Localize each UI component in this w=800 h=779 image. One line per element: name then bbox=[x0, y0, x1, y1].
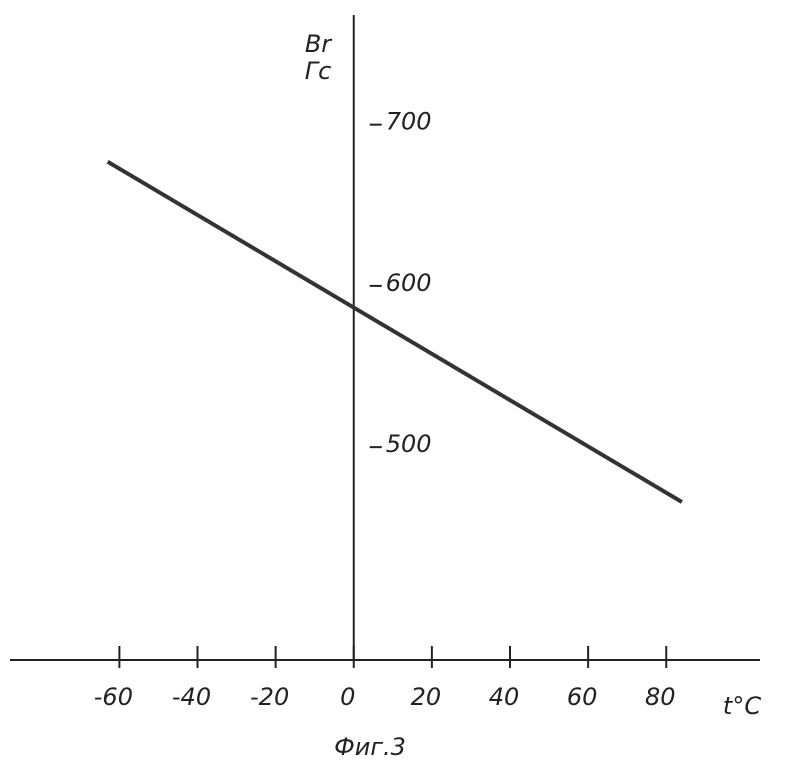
y-tick-label: 500 bbox=[386, 430, 432, 458]
caption: Фиг.3 bbox=[334, 733, 406, 761]
chart: t°C Br Гс Фиг.3 -60 -40 -20 0 20 40 60 80 500 600… bbox=[0, 0, 800, 779]
y-axis-label: Br bbox=[305, 30, 333, 58]
x-tick-label: -40 bbox=[172, 683, 211, 711]
y-tick-label: 600 bbox=[386, 269, 432, 297]
x-tick-label: -60 bbox=[94, 683, 133, 711]
x-tick-label: 80 bbox=[645, 683, 676, 711]
x-tick-label: -20 bbox=[250, 683, 289, 711]
x-tick-label: 60 bbox=[567, 683, 598, 711]
x-tick-label: 40 bbox=[489, 683, 520, 711]
x-tick-label: 20 bbox=[411, 683, 442, 711]
x-axis-label: t°C bbox=[723, 692, 761, 720]
y-axis-unit: Гс bbox=[305, 57, 332, 85]
y-tick-label: 700 bbox=[386, 108, 432, 136]
x-tick-label: 0 bbox=[340, 683, 355, 711]
